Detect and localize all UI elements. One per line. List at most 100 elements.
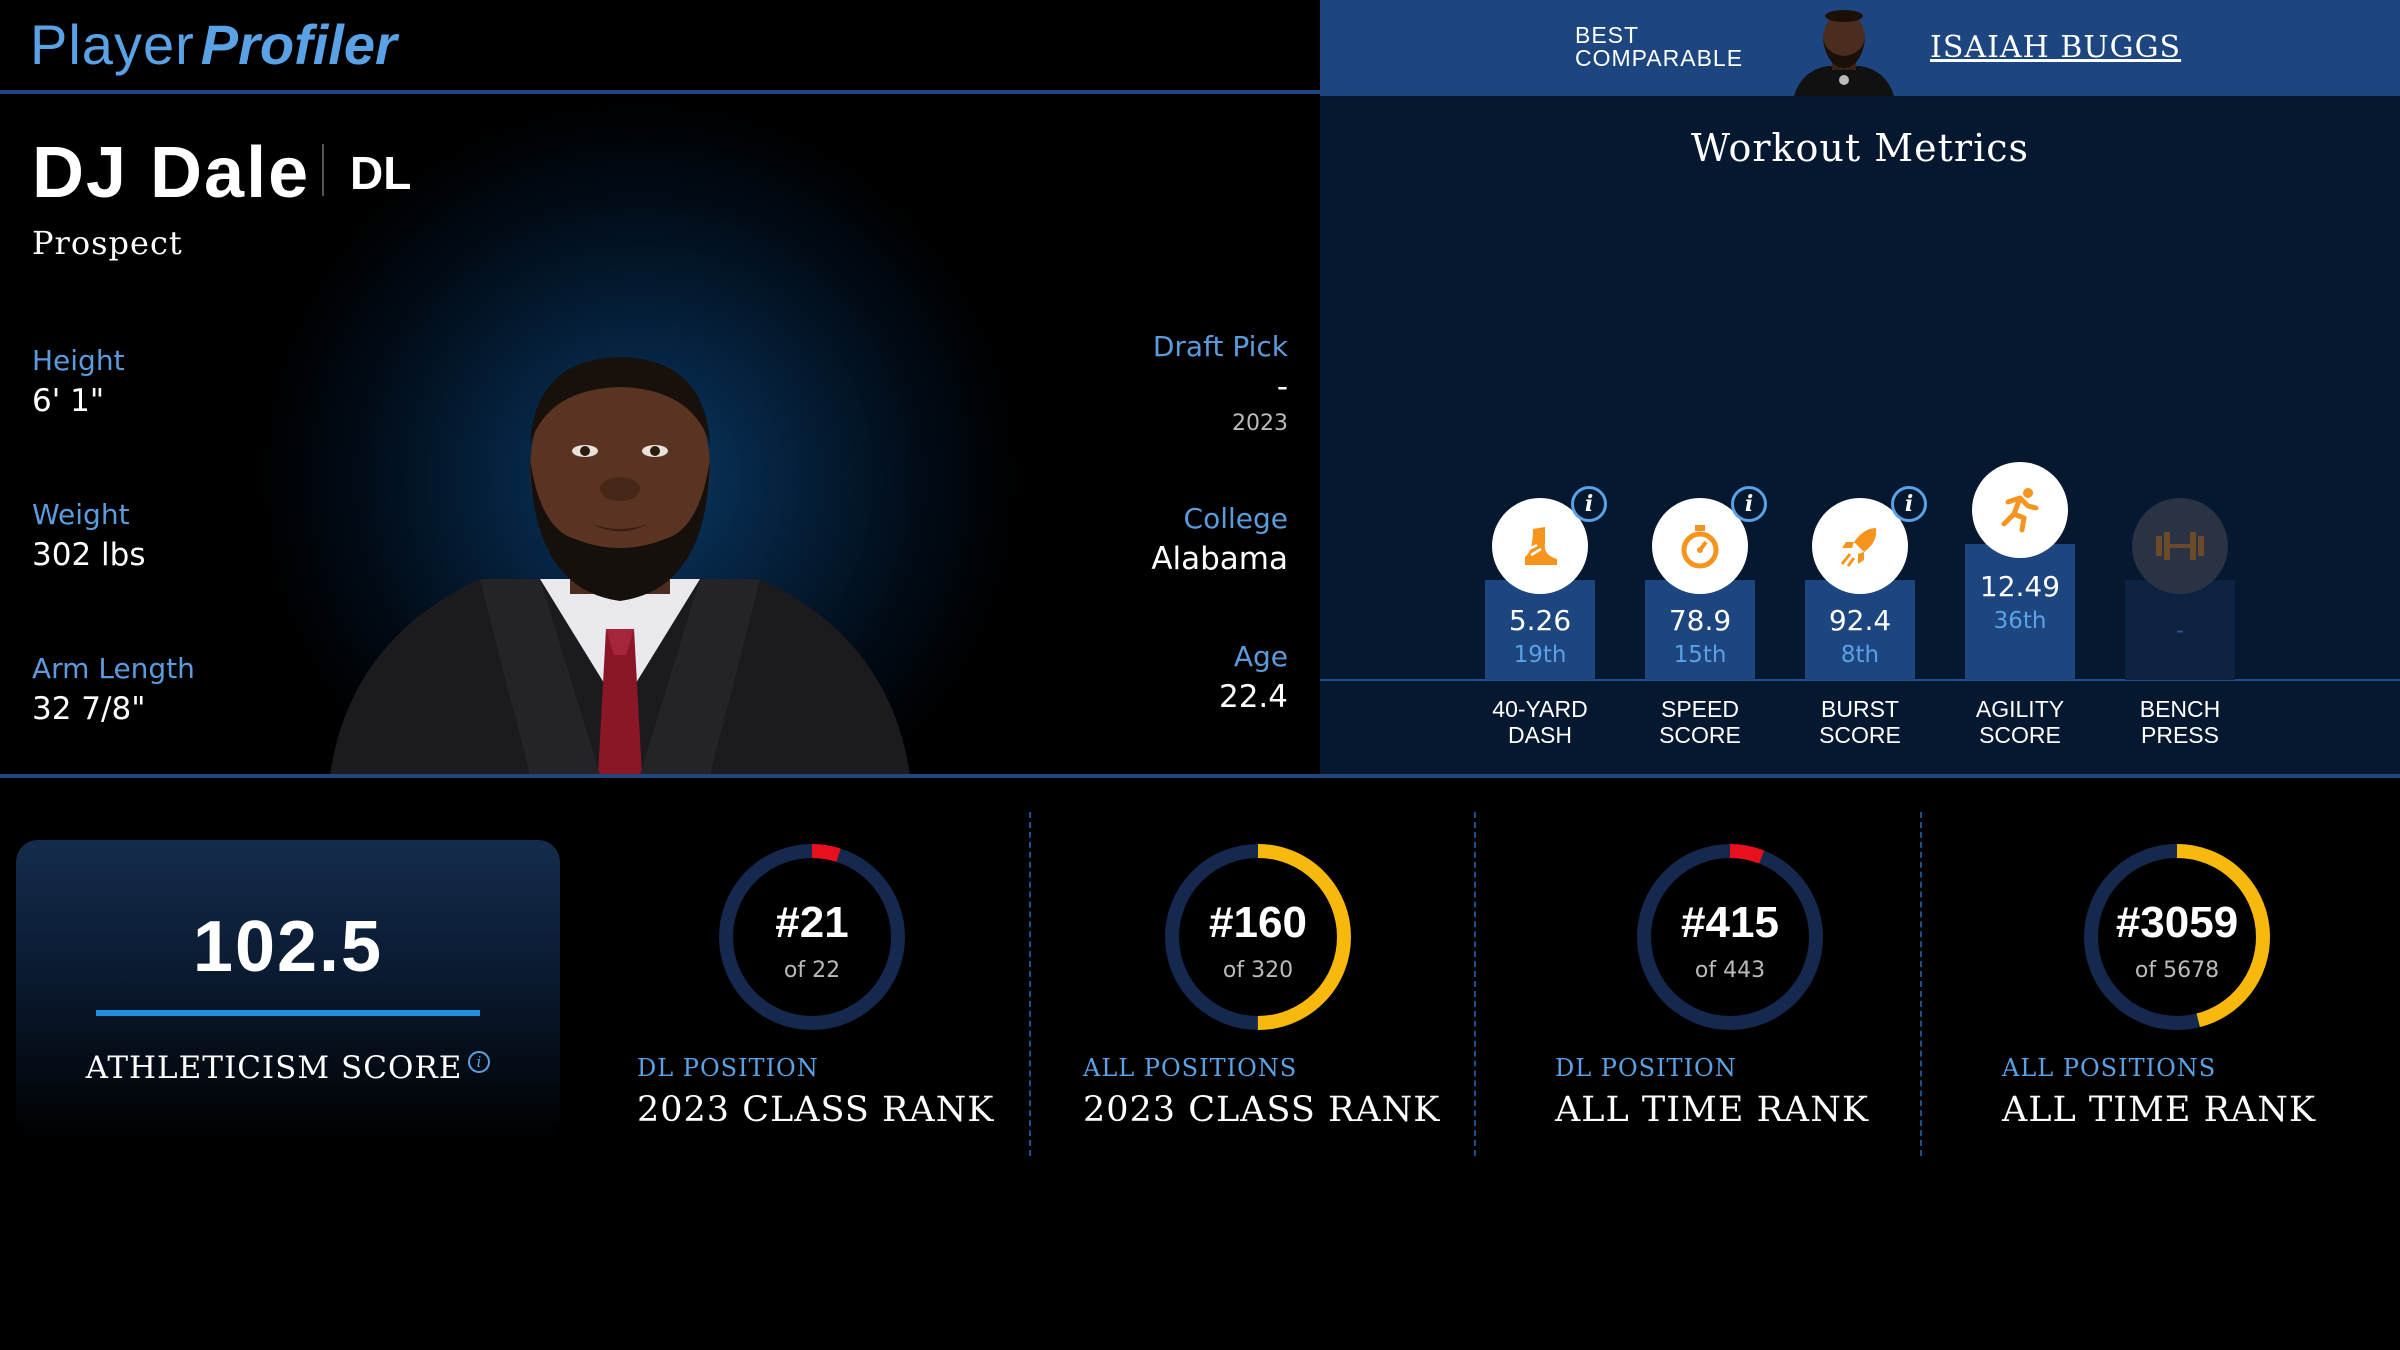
metric-caption: AGILITY SCORE (1945, 696, 2095, 748)
rank-scope: DL POSITION (1555, 1054, 1737, 1082)
metric-percentile: - (2175, 618, 2185, 644)
workout-metrics-panel: Workout Metrics 5.26 19th i 40-YARD DASH… (1320, 96, 2400, 774)
metric-percentile: 8th (1840, 642, 1880, 668)
runner-icon (1972, 462, 2068, 558)
rank-total: of 443 (1694, 958, 1766, 983)
age-attr: Age 22.4 (1219, 640, 1288, 715)
logo-text-player: Player (30, 13, 195, 76)
weight-value: 302 lbs (32, 537, 146, 573)
info-icon[interactable]: i (1571, 486, 1607, 522)
rank-title: 2023 CLASS RANK (1083, 1090, 1441, 1130)
rank-dl-class: #21 of 22 DL POSITION 2023 CLASS RANK (637, 840, 1057, 1160)
ring-progress (1637, 844, 1823, 1030)
metric-caption-line1: BENCH (2139, 696, 2221, 722)
rank-total: of 22 (783, 958, 841, 983)
athleticism-score-card: 102.5 ATHLETICISM SCORE i (16, 840, 560, 1140)
rank-ring (1165, 844, 1351, 1030)
metric-bar (1965, 544, 2075, 680)
metric-caption-line2: DASH (1508, 722, 1572, 748)
arm-length-attr: Arm Length 32 7/8" (32, 652, 195, 727)
weight-label: Weight (32, 498, 130, 531)
metric-caption-line2: SCORE (1819, 722, 1901, 748)
barbell-icon (2132, 498, 2228, 594)
rank-ring (1637, 844, 1823, 1030)
age-label: Age (1233, 640, 1288, 673)
metric-percentile: 36th (1993, 608, 2047, 634)
metric-caption-line2: PRESS (2141, 722, 2219, 748)
metric-caption: BURST SCORE (1785, 696, 1935, 748)
rank-all-alltime: #3059 of 5678 ALL POSITIONS ALL TIME RAN… (2002, 840, 2400, 1160)
draft-pick-value: - (1276, 369, 1288, 405)
rank-title: ALL TIME RANK (1555, 1090, 1869, 1130)
athleticism-score-label-row: ATHLETICISM SCORE i (16, 1050, 560, 1086)
metric-caption-line1: AGILITY (1975, 696, 2065, 722)
shoe-icon (1492, 498, 1588, 594)
metrics-baseline (1320, 679, 2400, 681)
rank-total: of 320 (1222, 958, 1294, 983)
metric-value: 5.26 (1508, 604, 1572, 637)
metric-caption-line1: SPEED (1661, 696, 1739, 722)
comparable-player-link[interactable]: ISAIAH BUGGS (1930, 30, 2182, 65)
info-icon[interactable]: i (468, 1050, 491, 1073)
rank-title: ALL TIME RANK (2002, 1090, 2316, 1130)
height-value: 6' 1" (32, 383, 105, 419)
metric-caption-line2: SCORE (1659, 722, 1741, 748)
ring-progress (1165, 844, 1351, 1030)
metric-bar (2125, 580, 2235, 680)
metric-percentile: 19th (1513, 642, 1567, 668)
name-divider (322, 144, 324, 196)
rank-ring (2084, 844, 2270, 1030)
metric-caption: BENCH PRESS (2105, 696, 2255, 748)
metric-bar (1485, 580, 1595, 680)
age-value: 22.4 (1218, 679, 1288, 715)
header-divider (0, 90, 1320, 94)
ring-progress (719, 844, 905, 1030)
rank-divider (1029, 812, 1031, 1156)
metric-percentile: 15th (1673, 642, 1727, 668)
rank-number: #3059 (2115, 898, 2239, 947)
height-label: Height (32, 344, 125, 377)
best-comparable-bar: BEST COMPARABLE ISAIAH BUGGS (1320, 0, 2400, 96)
metric-caption-line2: SCORE (1979, 722, 2061, 748)
weight-attr: Weight 302 lbs (32, 498, 145, 573)
rank-scope: ALL POSITIONS (2002, 1054, 2217, 1082)
arm-length-value: 32 7/8" (32, 691, 146, 727)
metric-caption: SPEED SCORE (1625, 696, 1775, 748)
rank-all-class: #160 of 320 ALL POSITIONS 2023 CLASS RAN… (1083, 840, 1503, 1160)
college-value: Alabama (1151, 541, 1288, 577)
metric-caption-line1: 40-YARD (1492, 696, 1588, 722)
comparable-avatar[interactable] (1788, 8, 1900, 96)
metric-bar (1645, 580, 1755, 680)
college-attr: College Alabama (1151, 502, 1288, 577)
rank-dl-alltime: #415 of 443 DL POSITION ALL TIME RANK (1555, 840, 1975, 1160)
metric-value: 92.4 (1828, 604, 1892, 637)
best-comparable-label: BEST COMPARABLE (1575, 24, 1743, 70)
metric-value: 78.9 (1668, 604, 1732, 637)
rank-number: #415 (1681, 898, 1779, 947)
section-divider (0, 774, 2400, 778)
draft-pick-label: Draft Pick (1152, 330, 1288, 363)
info-icon[interactable]: i (1731, 486, 1767, 522)
height-attr: Height 6' 1" (32, 344, 125, 419)
metric-caption: 40-YARD DASH (1465, 696, 1615, 748)
player-position: DL (350, 147, 412, 199)
player-photo (330, 339, 910, 869)
best-label-line1: BEST (1575, 22, 1640, 48)
score-underline (96, 1010, 480, 1016)
logo[interactable]: Player Profiler (30, 12, 397, 82)
workout-metrics-title: Workout Metrics (1690, 126, 2030, 170)
ring-progress (2084, 844, 2270, 1030)
metric-bar (1805, 580, 1915, 680)
info-icon[interactable]: i (1891, 486, 1927, 522)
player-card: DJ Dale DL Prospect Height 6' 1" Weight … (0, 94, 1320, 775)
rank-divider (1920, 812, 1922, 1156)
metric-caption-line1: BURST (1821, 696, 1899, 722)
rank-ring (719, 844, 905, 1030)
rank-title: 2023 CLASS RANK (637, 1090, 995, 1130)
rank-scope: ALL POSITIONS (1083, 1054, 1298, 1082)
draft-year: 2023 (1232, 411, 1288, 436)
player-name: DJ Dale (32, 133, 311, 213)
rank-scope: DL POSITION (637, 1054, 819, 1082)
player-status: Prospect (32, 224, 183, 262)
stopwatch-icon (1652, 498, 1748, 594)
